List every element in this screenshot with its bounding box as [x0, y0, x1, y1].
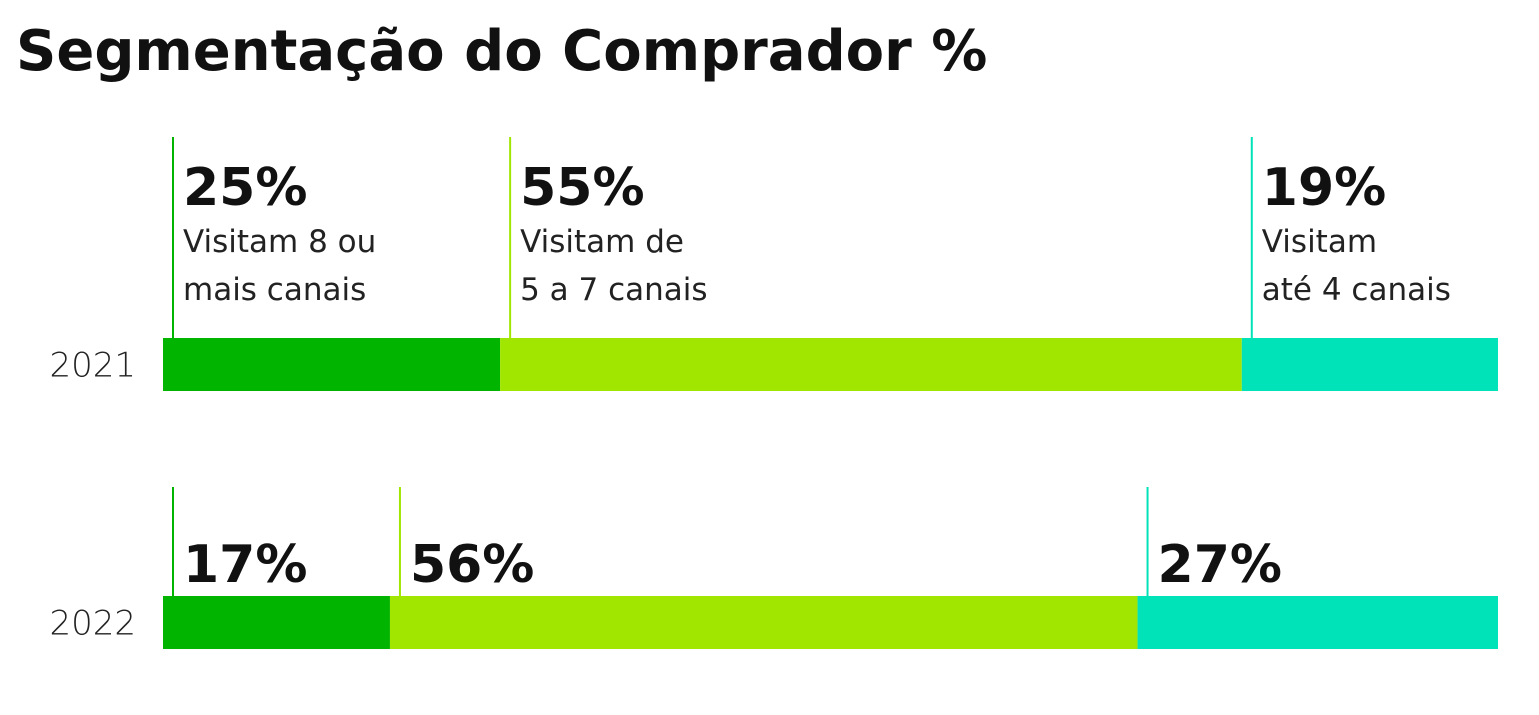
legend-entry: Visitam de 5 a 7 canais — [520, 224, 708, 308]
value-label: 17% — [183, 535, 307, 595]
value-label: 55% — [520, 158, 644, 218]
value-label: 56% — [410, 535, 534, 595]
category-label: 2022 — [49, 604, 136, 644]
category-label: 2021 — [49, 346, 136, 386]
value-label: 19% — [1262, 158, 1386, 218]
legend-entry: Visitam 8 ou mais canais — [183, 224, 377, 308]
bar-segment — [500, 338, 1242, 391]
value-label: 27% — [1158, 535, 1282, 595]
chart-title: Segmentação do Comprador % — [16, 19, 987, 84]
bar-segment — [163, 338, 501, 391]
bar-segment — [163, 596, 390, 649]
bar-segment — [1241, 338, 1498, 391]
value-label: 25% — [183, 158, 307, 218]
bar-segment — [1137, 596, 1498, 649]
legend-entry: Visitam até 4 canais — [1261, 224, 1451, 308]
bar-segment — [389, 596, 1138, 649]
